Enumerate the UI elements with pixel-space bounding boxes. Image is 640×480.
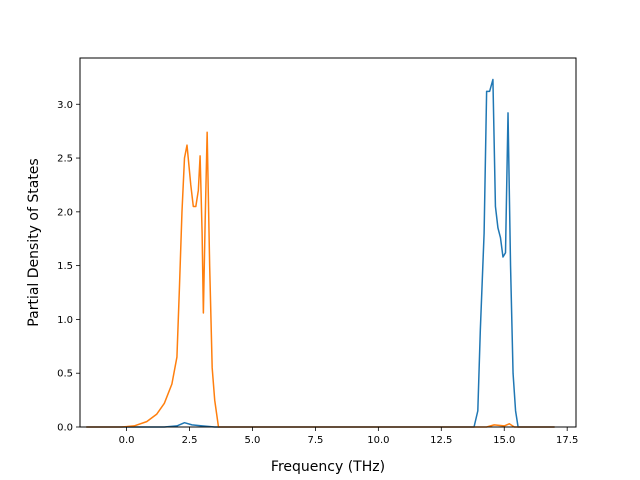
x-tick-label: 10.0 xyxy=(367,435,389,446)
y-tick-label: 1.0 xyxy=(57,315,73,326)
y-tick-label: 2.5 xyxy=(57,154,73,165)
y-axis-label: Partial Density of States xyxy=(26,158,42,326)
series-line-2 xyxy=(86,131,555,428)
y-tick-label: 2.0 xyxy=(57,207,73,218)
x-tick-label: 5.0 xyxy=(245,435,261,446)
x-tick-label: 12.5 xyxy=(430,435,452,446)
series-line-1 xyxy=(86,78,555,428)
y-tick-label: 0.0 xyxy=(57,423,73,434)
x-axis-label: Frequency (THz) xyxy=(271,459,385,475)
y-tick-label: 3.0 xyxy=(57,100,73,111)
plot-frame xyxy=(79,57,577,428)
x-tick-label: 7.5 xyxy=(307,435,323,446)
x-tick-label: 17.5 xyxy=(556,435,578,446)
y-tick-label: 0.5 xyxy=(57,369,73,380)
series-lines xyxy=(86,78,555,428)
x-axis-ticks: 0.0 2.5 5.0 7.5 10.0 12.5 15.0 17.5 xyxy=(119,427,578,446)
y-axis-ticks: 0.0 0.5 1.0 1.5 2.0 2.5 3.0 xyxy=(57,100,80,434)
x-tick-label: 2.5 xyxy=(182,435,198,446)
y-tick-label: 1.5 xyxy=(57,261,73,272)
x-tick-label: 15.0 xyxy=(493,435,515,446)
x-tick-label: 0.0 xyxy=(119,435,135,446)
